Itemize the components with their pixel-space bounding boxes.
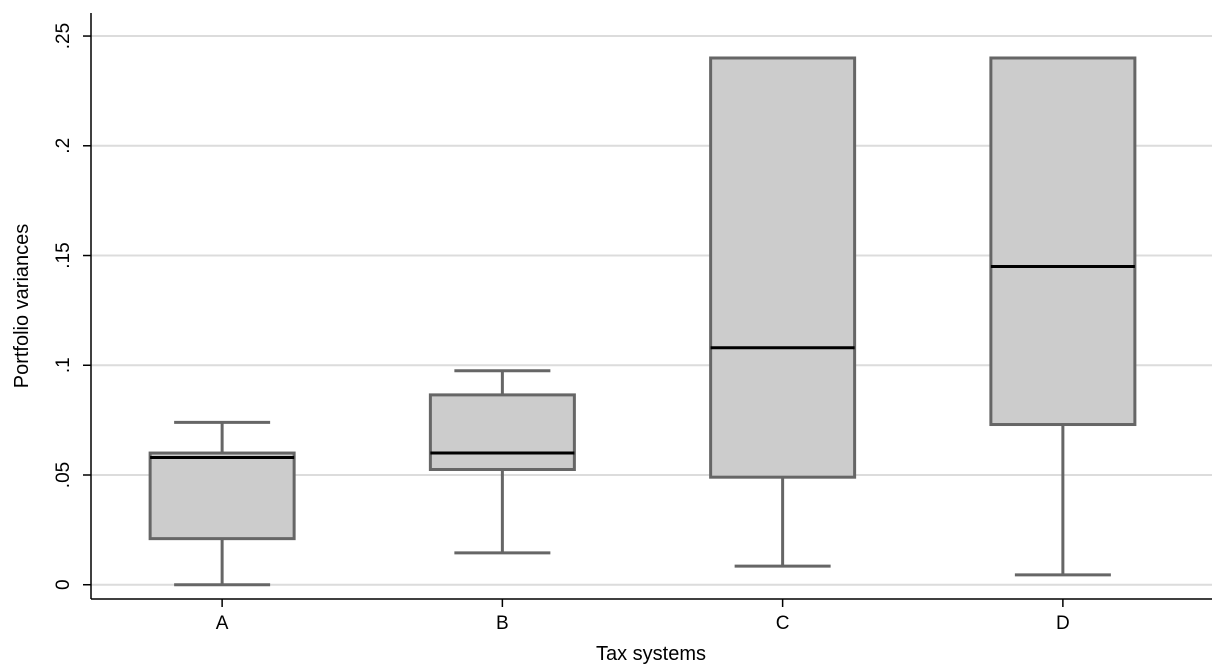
box-c	[709, 56, 857, 568]
y-tick-label: .1	[53, 357, 74, 373]
y-ticks: 0 .05 .1 .15 .2 .25	[53, 23, 91, 590]
x-axis-title: Tax systems	[596, 643, 706, 664]
iqr-box	[989, 56, 1137, 427]
x-ticks: A B C D	[216, 599, 1070, 634]
box-d	[989, 56, 1137, 577]
iqr-box	[428, 393, 576, 472]
axes	[90, 13, 1212, 600]
box-b	[428, 369, 576, 555]
x-tick-label: D	[1056, 613, 1070, 634]
y-tick-label: .05	[53, 462, 74, 488]
y-tick-label: .25	[53, 23, 74, 49]
box-a	[148, 420, 296, 587]
y-axis-title: Portfolio variances	[11, 224, 33, 389]
x-tick-label: C	[776, 613, 790, 634]
box-series	[148, 56, 1137, 587]
y-tick-label: 0	[53, 579, 74, 590]
y-tick-label: .15	[53, 242, 74, 268]
y-tick-label: .2	[53, 138, 74, 154]
iqr-box	[148, 451, 296, 541]
x-tick-label: B	[496, 613, 509, 634]
iqr-box	[709, 56, 857, 479]
x-tick-label: A	[216, 613, 229, 634]
